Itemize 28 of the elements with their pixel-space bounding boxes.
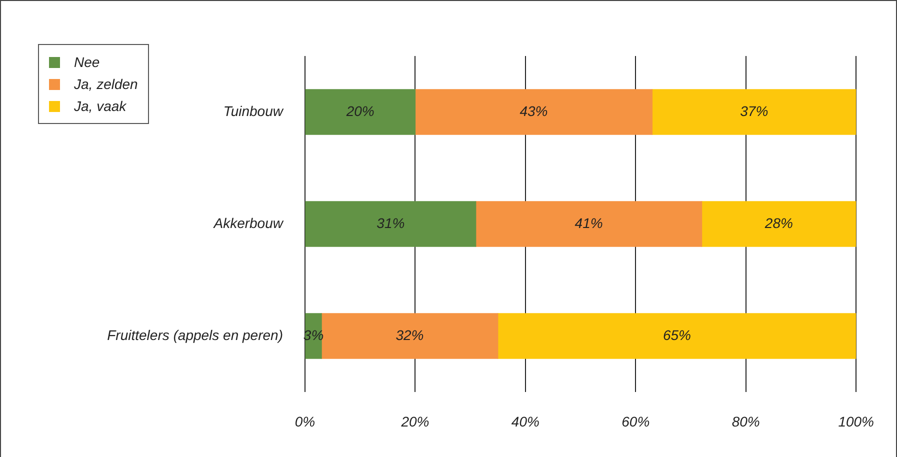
x-tick-label: 60% bbox=[622, 413, 650, 430]
bar bbox=[414, 89, 653, 135]
y-tick-label: Akkerbouw bbox=[212, 214, 284, 231]
legend-label: Nee bbox=[74, 54, 100, 70]
bar bbox=[321, 313, 498, 359]
data-label: 31% bbox=[376, 214, 405, 231]
data-label: 43% bbox=[520, 102, 548, 119]
legend-label: Ja, zelden bbox=[74, 76, 138, 92]
bar bbox=[498, 313, 856, 359]
bar bbox=[305, 201, 476, 247]
data-label: 20% bbox=[345, 102, 374, 119]
bar bbox=[652, 89, 856, 135]
data-label: 32% bbox=[396, 326, 424, 343]
legend-label: Ja, vaak bbox=[74, 98, 126, 114]
y-tick-label: Fruittelers (appels en peren) bbox=[107, 326, 283, 343]
bar bbox=[476, 201, 702, 247]
bar bbox=[305, 89, 416, 135]
bar bbox=[701, 201, 856, 247]
x-tick-label: 100% bbox=[838, 413, 874, 430]
x-tick-label: 80% bbox=[732, 413, 760, 430]
x-tick-label: 40% bbox=[511, 413, 540, 430]
data-label: 65% bbox=[662, 326, 692, 343]
data-label: 41% bbox=[574, 214, 603, 231]
data-label: 28% bbox=[764, 214, 793, 231]
data-label: 37% bbox=[740, 102, 768, 119]
x-tick-label: 0% bbox=[294, 413, 316, 430]
y-tick-label: Tuinbouw bbox=[223, 102, 284, 119]
x-tick-label: 20% bbox=[400, 413, 430, 430]
